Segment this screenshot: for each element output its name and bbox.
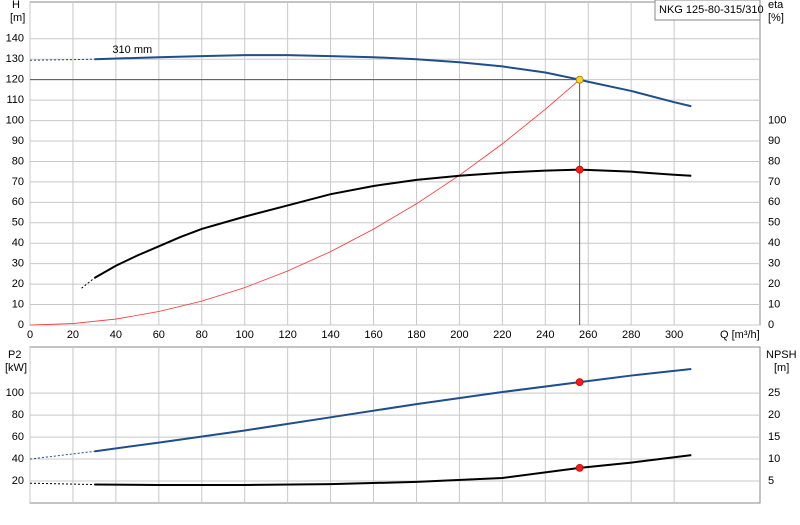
y2-tick-label: 10 xyxy=(768,298,780,310)
y2-axis-title: eta xyxy=(768,0,784,11)
y2-tick-label: 10 xyxy=(768,453,780,465)
operating-point xyxy=(575,378,584,387)
x-tick-label: 0 xyxy=(27,329,33,341)
y-tick-label: 10 xyxy=(12,298,24,310)
y2-tick-label: 90 xyxy=(768,135,780,147)
y2-tick-label: 0 xyxy=(768,319,774,331)
y-tick-label: 110 xyxy=(6,94,24,106)
y-axis-title: H xyxy=(12,0,20,11)
y-tick-label: 120 xyxy=(6,74,24,86)
y2-axis-unit: [%] xyxy=(768,12,784,24)
y-tick-label: 60 xyxy=(12,196,24,208)
x-tick-label: 80 xyxy=(196,329,208,341)
x-tick-label: 120 xyxy=(278,329,296,341)
curve xyxy=(29,450,95,460)
y2-tick-label: 30 xyxy=(768,258,780,270)
y2-tick-label: 80 xyxy=(768,155,780,167)
y-tick-label: 60 xyxy=(12,431,24,443)
y-tick-label: 20 xyxy=(12,278,24,290)
x-tick-label: 280 xyxy=(622,329,640,341)
x-tick-label: 240 xyxy=(536,329,554,341)
y-tick-label: 130 xyxy=(6,53,24,65)
plot-area xyxy=(29,346,761,504)
x-tick-label: 160 xyxy=(364,329,382,341)
curve xyxy=(81,277,95,289)
y-axis-unit: [m] xyxy=(10,12,25,24)
y2-tick-label: 20 xyxy=(768,409,780,421)
y2-tick-label: 5 xyxy=(768,475,774,487)
y2-tick-label: 100 xyxy=(768,114,786,126)
y2-tick-label: 40 xyxy=(768,237,780,249)
curve xyxy=(94,367,692,453)
x-tick-label: 300 xyxy=(665,329,683,341)
x-tick-label: 140 xyxy=(321,329,339,341)
y-axis-title: P2 xyxy=(8,349,21,361)
operating-point xyxy=(575,75,584,84)
y2-axis-unit: [m] xyxy=(774,362,789,374)
y-tick-label: 70 xyxy=(12,176,24,188)
curve xyxy=(94,454,692,486)
y-tick-label: 140 xyxy=(6,33,24,45)
x-tick-label: 200 xyxy=(450,329,468,341)
y-tick-label: 40 xyxy=(12,453,24,465)
y2-tick-label: 15 xyxy=(768,431,780,443)
x-axis-title: Q [m³/h] xyxy=(720,329,760,341)
y-tick-label: 30 xyxy=(12,258,24,270)
operating-point xyxy=(575,463,584,472)
chart-title: NKG 125-80-315/310 xyxy=(659,4,764,16)
curve xyxy=(29,58,95,61)
x-tick-label: 40 xyxy=(110,329,122,341)
y2-tick-label: 20 xyxy=(768,278,780,290)
y-tick-label: 0 xyxy=(18,319,24,331)
curve xyxy=(94,54,692,108)
curve xyxy=(29,482,95,486)
x-tick-label: 220 xyxy=(493,329,511,341)
y-axis-unit: [kW] xyxy=(5,362,27,374)
y2-axis-title: NPSH xyxy=(766,349,797,361)
x-tick-label: 180 xyxy=(407,329,425,341)
x-tick-label: 100 xyxy=(236,329,254,341)
y2-tick-label: 60 xyxy=(768,196,780,208)
y2-tick-label: 25 xyxy=(768,387,780,399)
curve xyxy=(93,168,692,279)
title-box xyxy=(654,0,761,21)
y-tick-label: 90 xyxy=(12,135,24,147)
y-tick-label: 80 xyxy=(12,155,24,167)
x-tick-label: 60 xyxy=(153,329,165,341)
y-tick-label: 100 xyxy=(6,387,24,399)
plot-area xyxy=(29,1,761,326)
curve-label: 310 mm xyxy=(112,44,152,56)
curve xyxy=(29,79,580,326)
x-tick-label: 260 xyxy=(579,329,597,341)
y-tick-label: 50 xyxy=(12,217,24,229)
x-tick-label: 20 xyxy=(67,329,79,341)
y-tick-label: 40 xyxy=(12,237,24,249)
y2-tick-label: 70 xyxy=(768,176,780,188)
y-tick-label: 20 xyxy=(12,475,24,487)
operating-point xyxy=(575,165,584,174)
y-tick-label: 80 xyxy=(12,409,24,421)
y-tick-label: 100 xyxy=(6,114,24,126)
y2-tick-label: 50 xyxy=(768,217,780,229)
